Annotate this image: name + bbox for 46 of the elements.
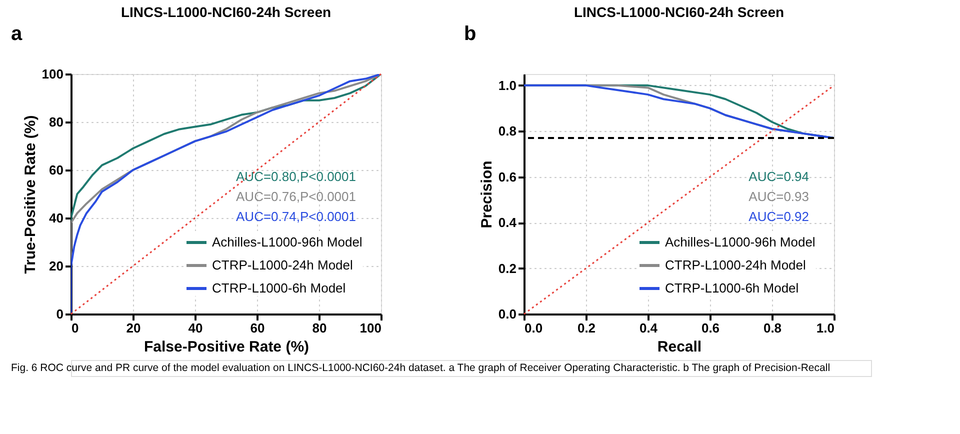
- legend-label: CTRP-L1000-6h Model: [212, 280, 346, 296]
- caption: Fig. 6 ROC curve and PR curve of the model evaluation on LINCS-L1000-NCI60-24h dataset. a The graph of Receiver Operating Characteristic. b The graph of Precision-Recall: [11, 362, 830, 374]
- legend-label: CTRP-L1000-24h Model: [212, 258, 354, 272]
- x-tick-label: 60: [250, 320, 265, 336]
- text: b: [464, 23, 476, 45]
- y-tick-label: 1.0: [498, 78, 516, 93]
- x-tick-label: 0.0: [524, 320, 543, 336]
- chart-title: LINCS-L1000-NCI60-24h Screen: [120, 4, 332, 20]
- y-tick-label: 0.0: [498, 306, 516, 322]
- y-tick-label: 20: [49, 258, 64, 274]
- y-axis-title: Precision: [478, 160, 496, 228]
- x-tick-label: 1.0: [816, 320, 834, 336]
- y-tick-label: 0.4: [498, 215, 518, 230]
- y-tick-label: 80: [49, 114, 64, 130]
- y-axis-title: True-Positive Rate (%): [22, 115, 39, 274]
- x-axis-title: Recall: [657, 338, 702, 356]
- chart-title: LINCS-L1000-NCI60-24h Screen: [574, 4, 784, 20]
- x-tick-label: 0.6: [701, 320, 720, 336]
- legend-label: Achilles-L1000-96h Model: [212, 234, 362, 250]
- y-tick-label: 0: [56, 306, 64, 322]
- annotation: AUC=0.92: [748, 209, 809, 224]
- text: a: [11, 23, 23, 45]
- line-series: [524, 84, 834, 139]
- y-tick-label: 0.6: [498, 169, 516, 184]
- y-tick-label: 100: [42, 66, 64, 82]
- x-tick-label: 0: [72, 320, 79, 336]
- annotation: AUC=0.74,P<0.0001: [236, 209, 356, 224]
- x-tick-label: 0.2: [577, 320, 596, 336]
- y-tick-label: 40: [49, 210, 64, 226]
- x-tick-label: 0.4: [639, 320, 658, 336]
- annotation: AUC=0.93: [748, 189, 809, 204]
- x-tick-label: 40: [188, 320, 203, 336]
- y-tick-label: 0.8: [498, 124, 516, 139]
- annotation: AUC=0.94: [748, 169, 809, 184]
- y-tick-label: 0.2: [498, 260, 516, 276]
- x-tick-label: 0.8: [763, 320, 782, 336]
- legend-label: CTRP-L1000-24h Model: [665, 258, 806, 272]
- x-tick-label: 20: [126, 320, 141, 336]
- y-tick-label: 60: [49, 162, 64, 178]
- annotation: AUC=0.80,P<0.0001: [236, 169, 356, 184]
- x-axis-title: False-Positive Rate (%): [144, 338, 310, 356]
- x-tick-label: 80: [312, 320, 327, 336]
- annotation: AUC=0.76,P<0.0001: [236, 189, 356, 204]
- x-tick-label: 100: [360, 320, 382, 336]
- legend-label: CTRP-L1000-6h Model: [665, 280, 799, 296]
- legend-label: Achilles-L1000-96h Model: [665, 234, 816, 250]
